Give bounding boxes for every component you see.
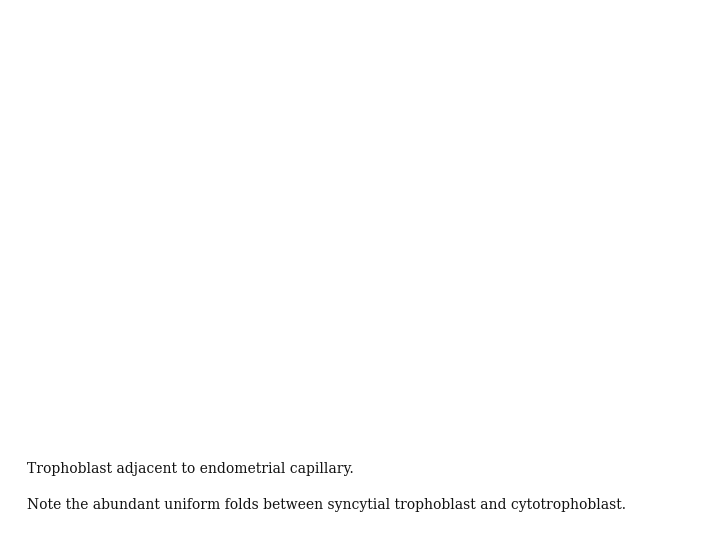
Text: Note the abundant uniform folds between syncytial trophoblast and cytotrophoblas: Note the abundant uniform folds between … xyxy=(27,498,626,512)
Text: Trophoblast adjacent to endometrial capillary.: Trophoblast adjacent to endometrial capi… xyxy=(27,462,354,476)
